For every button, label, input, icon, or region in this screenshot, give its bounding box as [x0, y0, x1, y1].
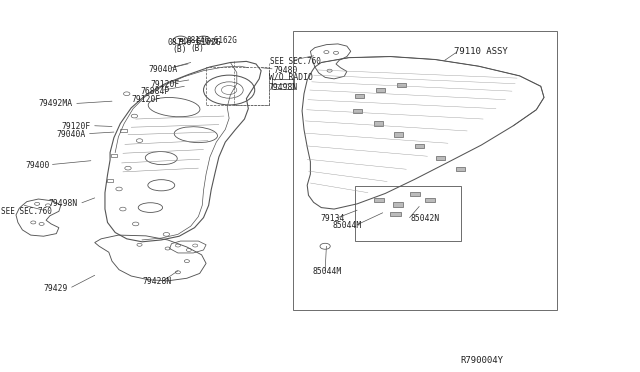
Bar	[456, 167, 465, 171]
Bar	[355, 94, 364, 98]
Text: 79400: 79400	[26, 161, 50, 170]
Bar	[107, 179, 113, 182]
Bar	[410, 192, 420, 196]
Text: (B): (B)	[173, 45, 188, 54]
Bar	[212, 39, 217, 43]
Bar	[353, 109, 362, 113]
Text: 79428N: 79428N	[142, 278, 172, 286]
Text: (B): (B)	[191, 44, 205, 53]
Text: W/O RADIO: W/O RADIO	[269, 73, 313, 81]
Bar	[376, 88, 385, 92]
Text: 79110 ASSY: 79110 ASSY	[454, 47, 508, 56]
Bar	[272, 79, 294, 89]
Text: 08146-6162G: 08146-6162G	[168, 38, 221, 46]
Text: B: B	[178, 38, 183, 43]
Text: 85044M: 85044M	[332, 221, 362, 230]
Bar	[390, 212, 401, 216]
Bar	[206, 67, 269, 105]
Text: 79120F: 79120F	[61, 122, 91, 131]
Text: 79498N: 79498N	[269, 83, 298, 92]
Text: 79040A: 79040A	[56, 130, 86, 139]
Text: R790004Y: R790004Y	[461, 356, 504, 365]
Bar	[415, 144, 424, 148]
Bar	[355, 186, 461, 241]
Bar	[293, 31, 557, 310]
Text: 79040A: 79040A	[148, 65, 178, 74]
Bar	[397, 83, 406, 87]
Bar	[436, 156, 445, 160]
Bar	[374, 198, 384, 202]
Text: 76884P: 76884P	[141, 87, 170, 96]
Bar	[394, 132, 403, 137]
Bar	[393, 202, 403, 207]
Text: 85044M: 85044M	[312, 267, 342, 276]
Text: 79480: 79480	[274, 66, 298, 75]
Bar	[425, 198, 435, 202]
Text: SEE SEC.760: SEE SEC.760	[270, 57, 321, 65]
Text: 79492MA: 79492MA	[38, 99, 72, 108]
Bar	[120, 129, 127, 132]
Bar	[374, 121, 383, 126]
Text: 79120F: 79120F	[131, 95, 161, 104]
Text: 79429: 79429	[44, 284, 68, 293]
Text: 08146-6162G: 08146-6162G	[187, 36, 237, 45]
Bar	[111, 154, 117, 157]
Text: 79120F: 79120F	[150, 80, 180, 89]
Text: 85042N: 85042N	[411, 214, 440, 223]
Text: 79498N: 79498N	[48, 199, 77, 208]
Text: 79134: 79134	[320, 214, 344, 223]
Text: SEE SEC.760: SEE SEC.760	[1, 207, 52, 216]
